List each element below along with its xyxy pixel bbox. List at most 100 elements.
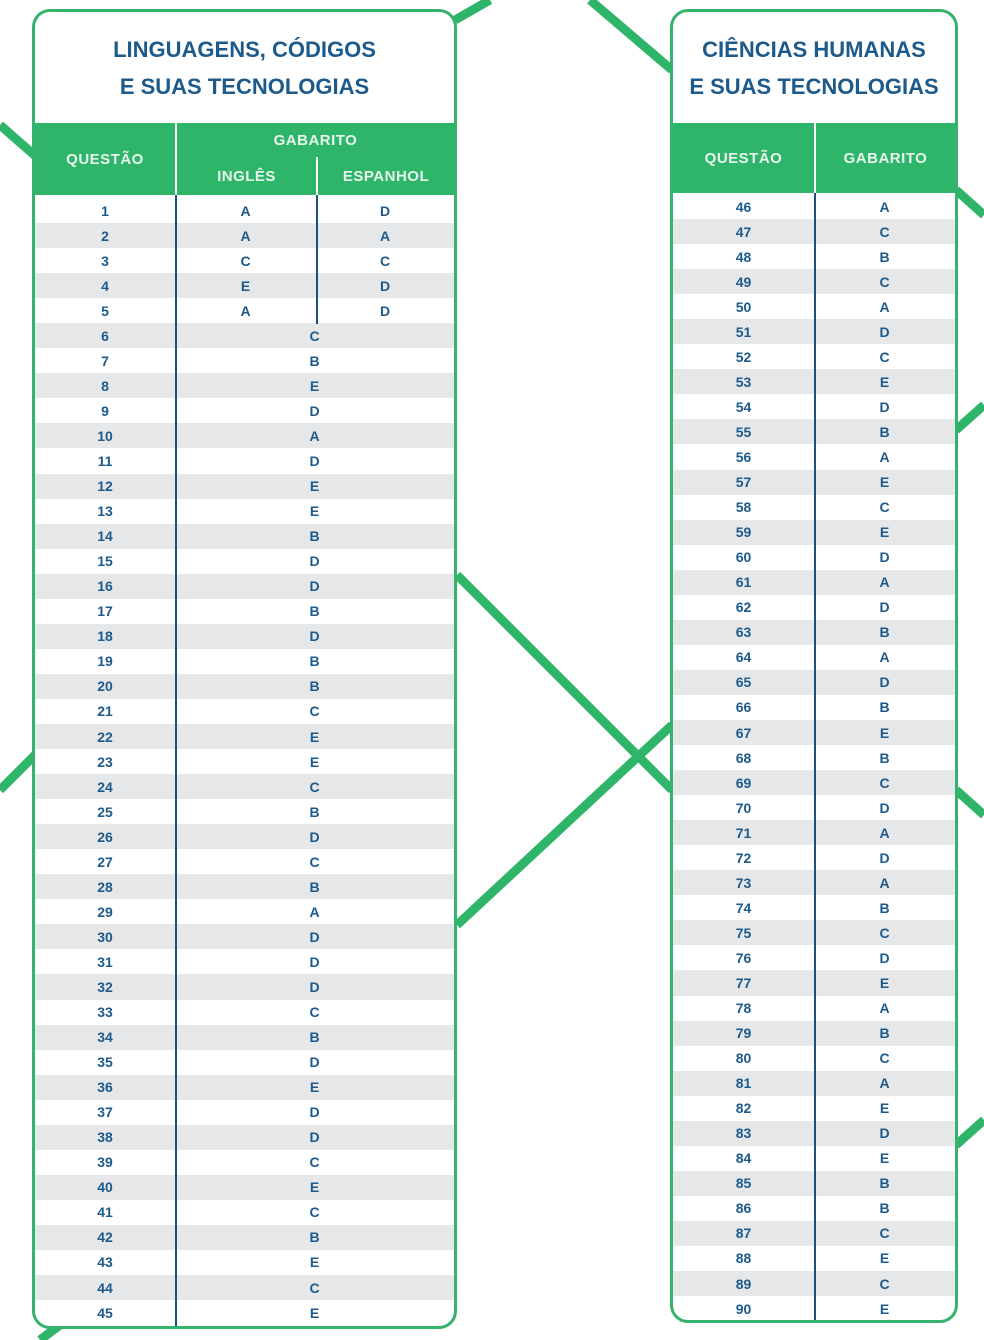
question-number: 19: [97, 653, 113, 670]
table-row: 72 D: [673, 845, 955, 870]
answer: C: [309, 327, 320, 344]
answer: B: [309, 803, 320, 820]
answer: E: [309, 728, 320, 745]
table-row: 34 B: [35, 1024, 454, 1050]
question-number: 5: [101, 302, 109, 319]
table-row: 4 E D: [35, 273, 454, 299]
table-row: 5 A D: [35, 298, 454, 323]
answer: C: [879, 774, 890, 791]
table-row: 86 B: [673, 1196, 955, 1221]
answer: D: [309, 953, 320, 970]
question-number: 16: [97, 578, 113, 595]
question-number: 39: [97, 1154, 113, 1171]
answer: D: [309, 978, 320, 995]
answer: E: [879, 1300, 890, 1317]
table-row: 37 D: [35, 1100, 454, 1125]
answer-espanhol: C: [379, 252, 391, 269]
title-line-2: E SUAS TECNOLOGIAS: [689, 73, 939, 99]
divider: [814, 123, 816, 193]
answer-espanhol: D: [379, 277, 391, 294]
question-number: 57: [735, 474, 752, 491]
question-number: 32: [97, 978, 113, 995]
answer-ingles: A: [240, 227, 251, 244]
question-number: 61: [735, 574, 752, 591]
question-number: 77: [735, 974, 752, 991]
table-row: 52 C: [673, 344, 955, 369]
linguagens-answer-table: LINGUAGENS, CÓDIGOS E SUAS TECNOLOGIAS Q…: [32, 9, 457, 1329]
answer: B: [309, 528, 320, 545]
question-number: 12: [97, 478, 113, 495]
question-number: 29: [97, 903, 113, 920]
answer: D: [879, 849, 890, 866]
ciencias-humanas-answer-table: CIÊNCIAS HUMANAS E SUAS TECNOLOGIAS QUES…: [670, 9, 958, 1323]
question-number: 26: [97, 828, 113, 845]
question-number: 53: [735, 373, 752, 390]
question-number: 24: [97, 778, 113, 795]
answer: E: [879, 1100, 890, 1117]
question-number: 67: [735, 724, 752, 741]
table-row: 30 D: [35, 924, 454, 950]
header-gabarito: GABARITO: [843, 149, 928, 167]
question-number: 82: [735, 1100, 752, 1117]
table-row: 76 D: [673, 945, 955, 970]
answer-ingles: E: [240, 277, 251, 294]
answer: D: [879, 1125, 890, 1142]
answer: B: [309, 678, 320, 695]
question-number: 81: [735, 1075, 752, 1092]
question-number: 18: [97, 628, 113, 645]
question-number: 22: [97, 728, 113, 745]
answer: C: [879, 1275, 890, 1292]
section-title: CIÊNCIAS HUMANAS E SUAS TECNOLOGIAS: [673, 12, 955, 123]
table-row: 50 A: [673, 294, 955, 319]
answer: A: [879, 1000, 890, 1017]
question-number: 75: [735, 924, 752, 941]
question-number: 90: [735, 1300, 752, 1317]
table-row: 31 D: [35, 949, 454, 974]
question-number: 87: [735, 1225, 752, 1242]
question-number: 70: [735, 799, 752, 816]
question-number: 20: [97, 678, 113, 695]
title-line-1: CIÊNCIAS HUMANAS: [702, 36, 926, 62]
answer: D: [309, 1129, 320, 1146]
table-row: 40 E: [35, 1174, 454, 1200]
question-number: 1: [101, 202, 109, 219]
answer-espanhol: D: [379, 302, 391, 319]
answer: C: [309, 1154, 320, 1171]
table-row: 15 D: [35, 549, 454, 574]
table-row: 66 B: [673, 695, 955, 720]
table-row: 16 D: [35, 573, 454, 599]
question-number: 30: [97, 928, 113, 945]
table-row: 39 C: [35, 1150, 454, 1175]
answer: D: [309, 452, 320, 469]
answer: C: [879, 223, 890, 240]
question-number: 23: [97, 753, 113, 770]
question-number: 50: [735, 298, 752, 315]
question-number: 45: [97, 1304, 113, 1321]
column-divider: [814, 193, 816, 1320]
table-row: 1 A D: [35, 198, 454, 223]
answer: B: [309, 1029, 320, 1046]
table-row: 24 C: [35, 774, 454, 800]
answer: D: [879, 599, 890, 616]
question-number: 33: [97, 1004, 113, 1021]
table-row: 90 E: [673, 1296, 955, 1320]
question-number: 8: [101, 377, 109, 394]
table-row: 64 A: [673, 645, 955, 670]
question-number: 55: [735, 423, 752, 440]
answer: E: [309, 1179, 320, 1196]
question-number: 86: [735, 1200, 752, 1217]
answer: D: [309, 1054, 320, 1071]
answer: E: [309, 503, 320, 520]
question-number: 38: [97, 1129, 113, 1146]
question-number: 21: [97, 703, 113, 720]
table-row: 28 B: [35, 874, 454, 900]
table-row: 19 B: [35, 649, 454, 674]
answer: E: [309, 753, 320, 770]
table-header: QUESTÃO GABARITO: [673, 123, 955, 193]
question-number: 9: [101, 402, 109, 419]
language-divider: [316, 195, 318, 324]
question-number: 34: [97, 1029, 113, 1046]
question-number: 58: [735, 499, 752, 516]
answer: E: [309, 377, 320, 394]
